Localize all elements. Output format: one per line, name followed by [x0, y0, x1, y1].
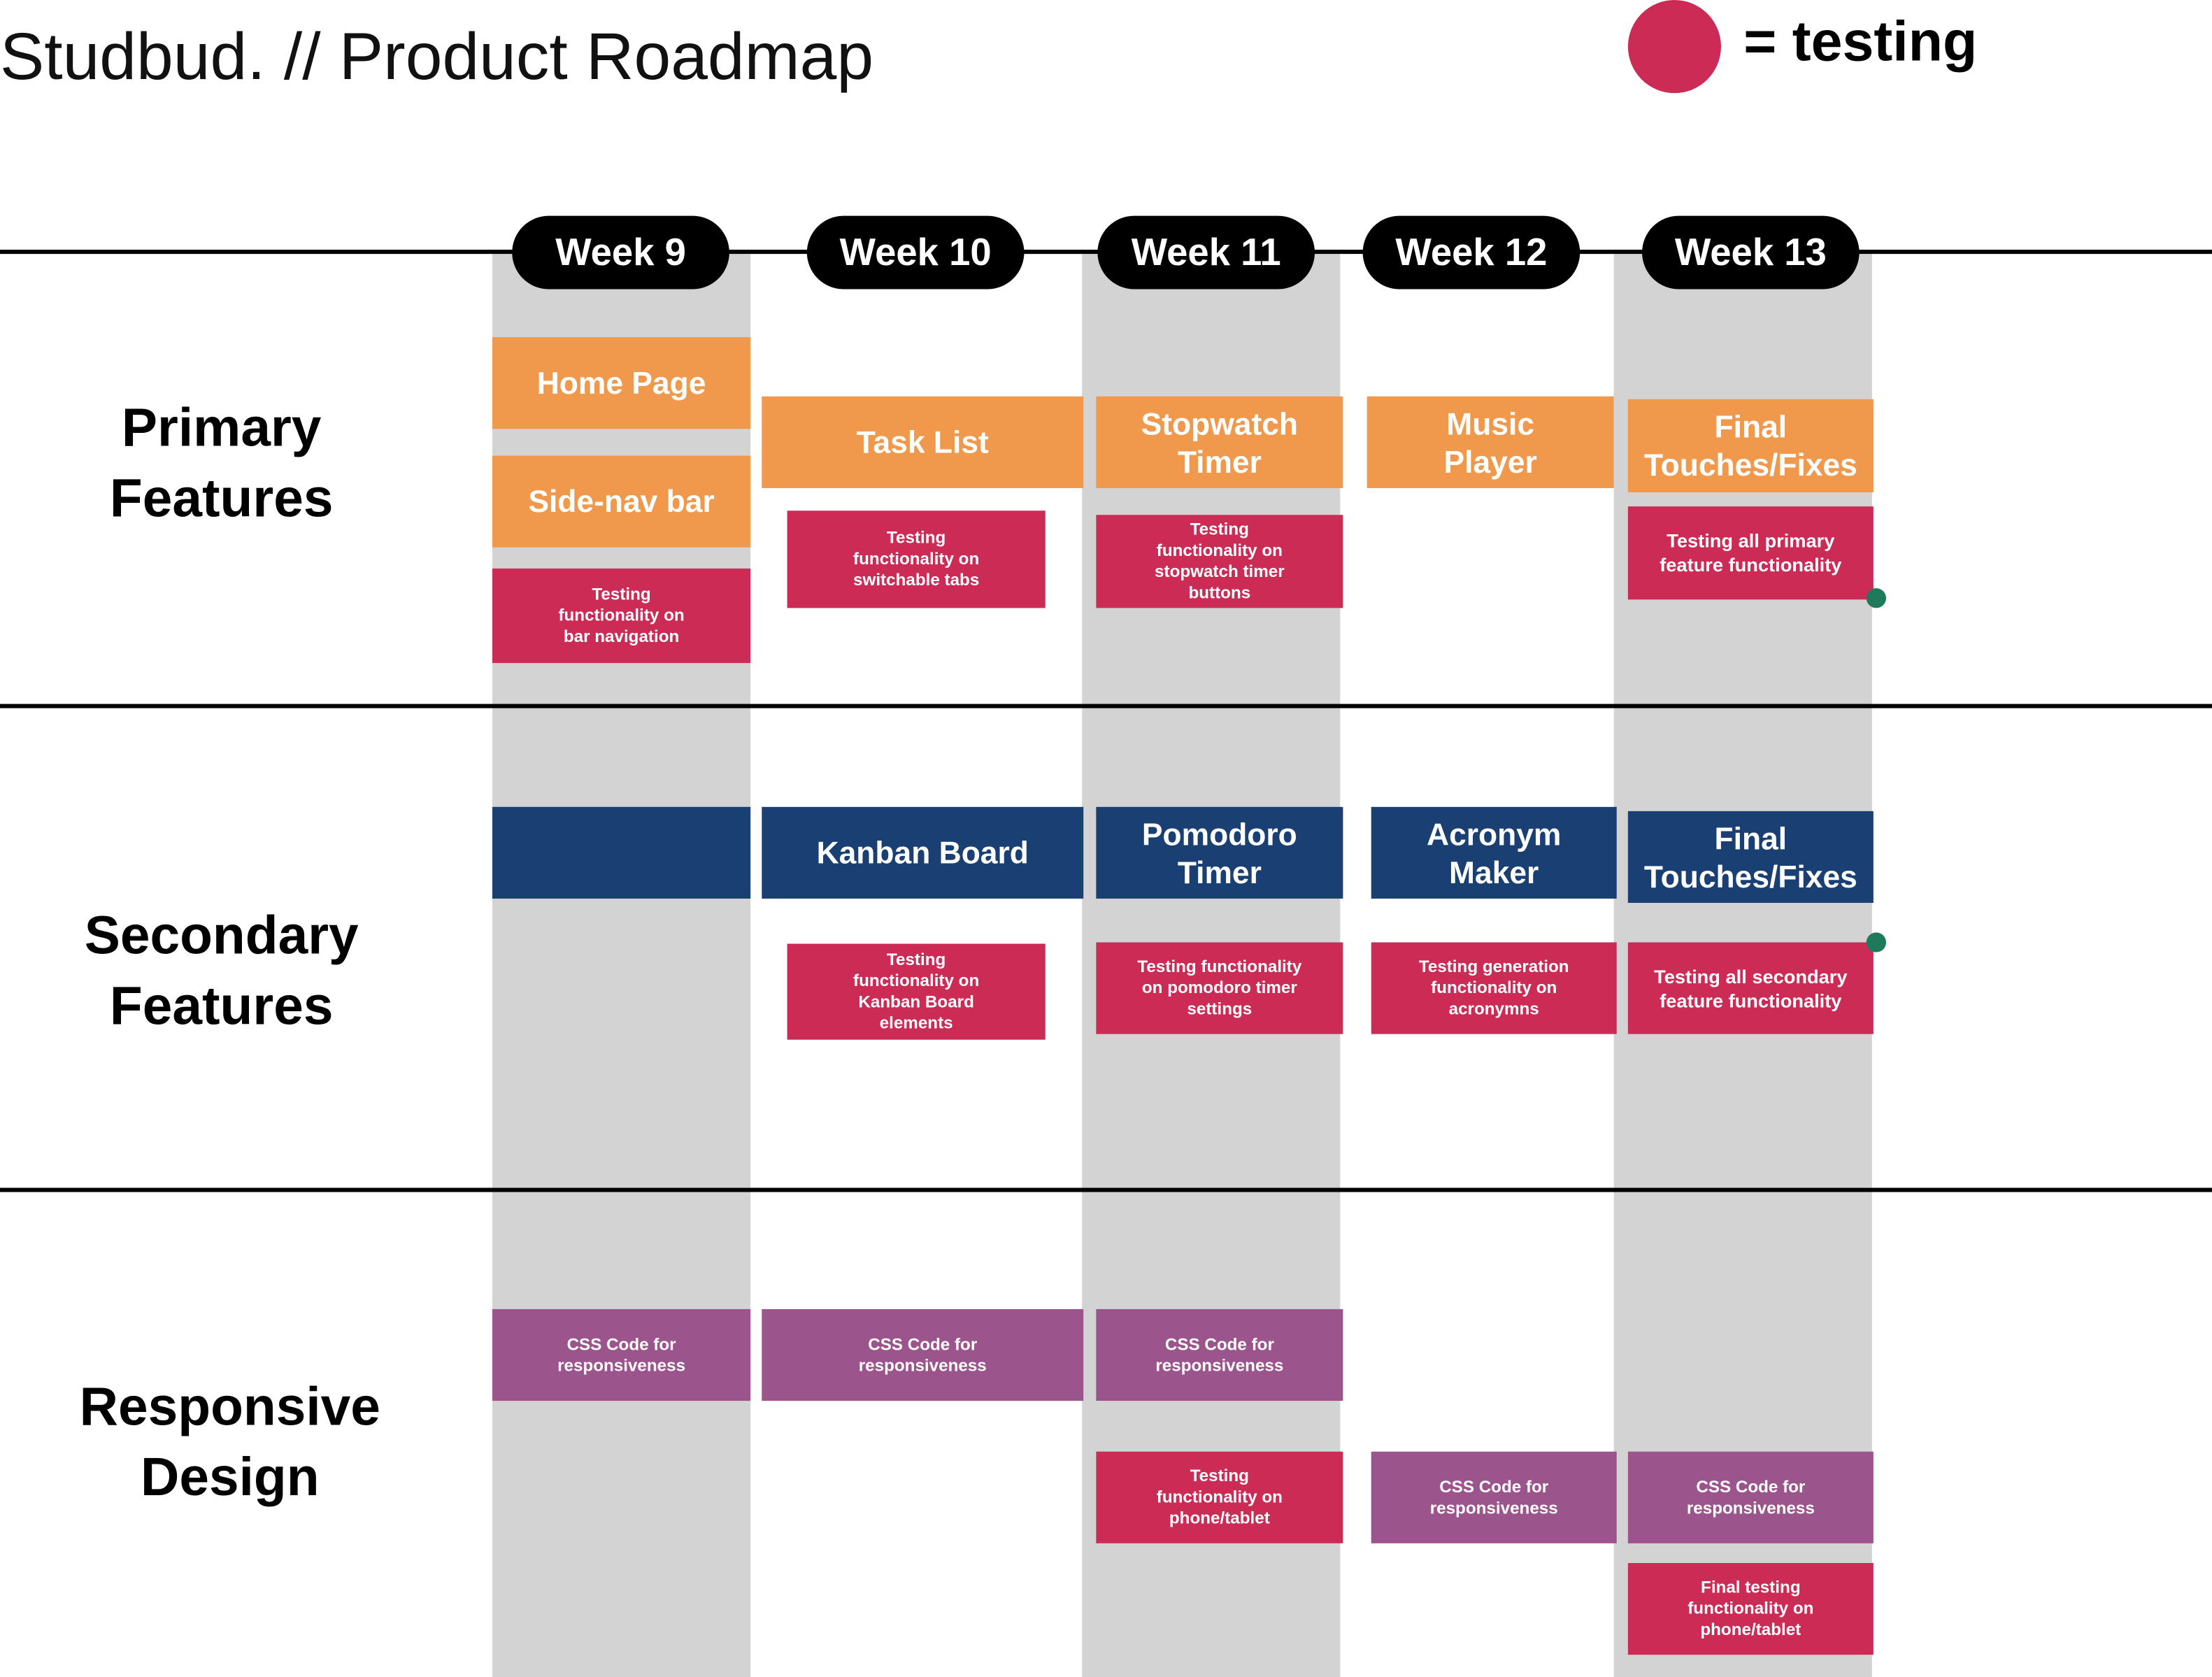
task-final-touches-primary: Final Touches/Fixes — [1627, 399, 1874, 493]
task-css-week-10: CSS Code for responsiveness — [762, 1308, 1084, 1401]
test-stopwatch-buttons: Testing functionality on stopwatch timer… — [1096, 515, 1343, 608]
week-13-label: Week 13 — [1642, 215, 1860, 290]
row-divider — [0, 704, 2212, 708]
week-11-label: Week 11 — [1097, 215, 1315, 290]
milestone-dot-icon — [1866, 588, 1886, 608]
task-stopwatch-timer: Stopwatch Timer — [1096, 396, 1343, 488]
milestone-dot-icon — [1866, 932, 1886, 952]
test-pomodoro-settings: Testing functionality on pomodoro timer … — [1096, 942, 1343, 1034]
task-music-player: Music Player — [1367, 396, 1614, 488]
task-pomodoro-timer: Pomodoro Timer — [1096, 806, 1343, 899]
week-12-label: Week 12 — [1362, 215, 1580, 290]
row-label-responsive: Responsive Design — [79, 1378, 380, 1508]
test-all-secondary: Testing all secondary feature functional… — [1627, 942, 1874, 1034]
row-label-primary: Primary Features — [109, 399, 334, 529]
week-10-label: Week 10 — [806, 215, 1025, 290]
row-divider — [0, 1187, 2212, 1192]
task-task-list: Task List — [762, 396, 1084, 488]
test-all-primary: Testing all primary feature functionalit… — [1627, 506, 1874, 600]
task-css-week-9: CSS Code for responsiveness — [492, 1308, 751, 1401]
row-label-secondary: Secondary Features — [84, 907, 359, 1037]
test-final-phone-tablet: Final testing functionality on phone/tab… — [1627, 1563, 1874, 1655]
test-switchable-tabs: Testing functionality on switchable tabs — [787, 511, 1046, 608]
page-title: Studbud. // Product Roadmap — [0, 18, 874, 94]
task-final-touches-secondary: Final Touches/Fixes — [1627, 811, 1874, 904]
task-css-week-13: CSS Code for responsiveness — [1627, 1451, 1874, 1543]
test-bar-navigation: Testing functionality on bar navigation — [492, 568, 751, 664]
task-css-week-11: CSS Code for responsiveness — [1096, 1308, 1343, 1401]
legend-testing-dot-icon — [1627, 0, 1721, 94]
test-phone-tablet: Testing functionality on phone/tablet — [1096, 1451, 1343, 1543]
week-9-label: Week 9 — [512, 215, 729, 290]
task-blank-week-9 — [492, 806, 751, 899]
task-home-page: Home Page — [492, 337, 751, 429]
test-kanban-elements: Testing functionality on Kanban Board el… — [787, 943, 1046, 1040]
task-kanban-board: Kanban Board — [762, 806, 1084, 899]
task-css-week-12: CSS Code for responsiveness — [1371, 1451, 1617, 1543]
task-side-nav-bar: Side-nav bar — [492, 455, 751, 548]
task-acronym-maker: Acronym Maker — [1371, 806, 1617, 899]
legend-label: = testing — [1743, 11, 1978, 73]
test-acronym-generation: Testing generation functionality on acro… — [1371, 942, 1617, 1034]
